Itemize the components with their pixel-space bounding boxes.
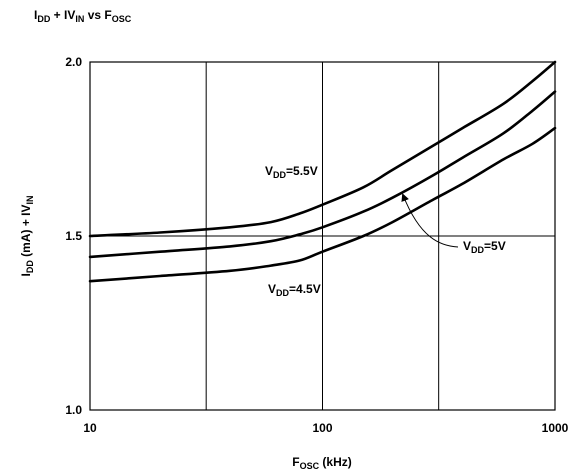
chart-title: IDD + IVIN vs FOSC (34, 8, 132, 24)
series-label-5.5v: VDD=5.5V (265, 164, 318, 180)
x-tick-label: 100 (312, 421, 332, 435)
series-label-4.5v: VDD=4.5V (268, 282, 321, 298)
label-pointer-arrow (401, 193, 459, 248)
series-lines (88, 60, 557, 283)
grid (90, 62, 555, 410)
x-tick-label: 10 (83, 421, 97, 435)
y-tick-label: 1.0 (65, 403, 82, 417)
x-axis-label: FOSC (kHz) (292, 455, 352, 471)
x-tick-label: 1000 (542, 421, 569, 435)
series-line-2 (88, 126, 557, 283)
series-line-1 (88, 90, 557, 259)
y-tick-label: 2.0 (65, 55, 82, 69)
series-line-0 (88, 60, 557, 238)
tick-labels: 10 100 1000 1.0 1.5 2.0 (65, 55, 568, 435)
series-label-5v: VDD=5V (463, 239, 506, 255)
y-axis-label: IDD (mA) + IVIN (19, 195, 35, 276)
y-tick-label: 1.5 (65, 229, 82, 243)
